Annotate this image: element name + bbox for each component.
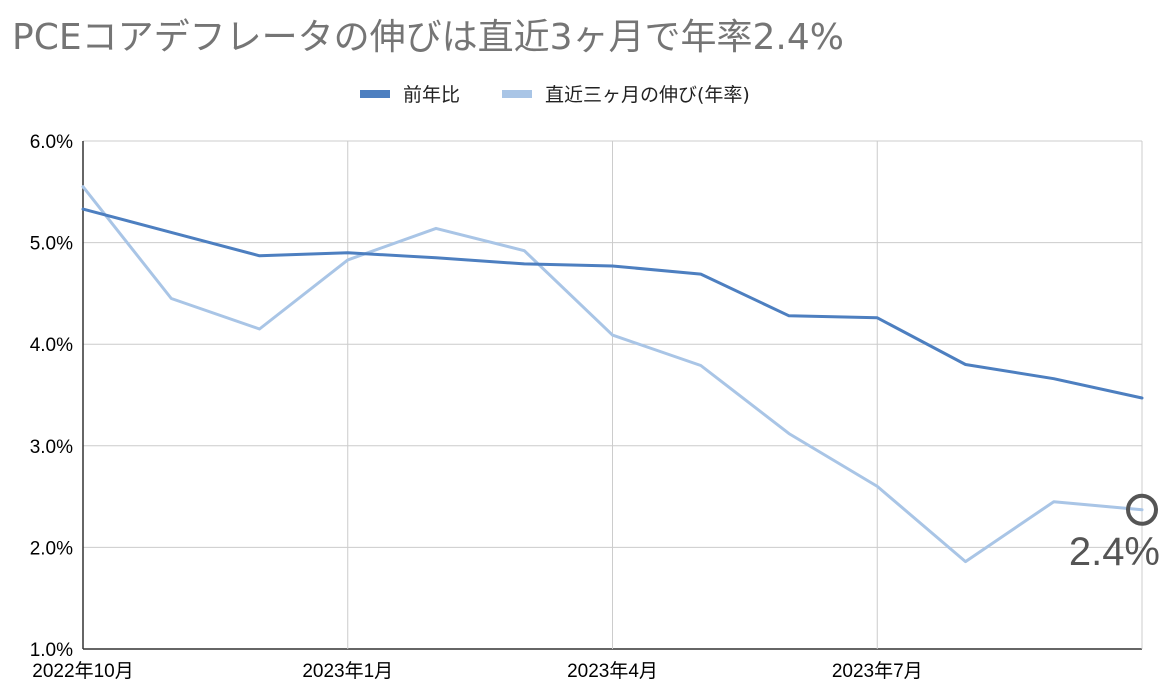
annotation: 2.4% <box>1069 493 1160 574</box>
x-axis-tick-labels: 2022年10月 2023年1月 2023年4月 2023年7月 <box>32 660 922 682</box>
annotation-circle <box>1126 493 1158 526</box>
legend-label: 前年比 <box>403 84 460 106</box>
series-line-yoy <box>81 207 1144 400</box>
annotation-label: 2.4% <box>1069 530 1160 574</box>
x-tick-label: 2022年10月 <box>32 660 133 682</box>
grid-lines <box>82 140 1143 650</box>
legend-swatch <box>502 90 532 98</box>
x-tick-label: 2023年4月 <box>567 660 658 682</box>
chart-title: PCEコアデフレータの伸びは直近3ヶ月で年率2.4% <box>12 17 844 58</box>
y-tick-label: 6.0% <box>30 132 73 153</box>
x-tick-label: 2023年7月 <box>832 660 923 682</box>
series-line-three-month-annualized <box>81 185 1144 564</box>
series-lines <box>81 185 1144 564</box>
y-tick-label: 2.0% <box>30 538 73 559</box>
y-tick-label: 3.0% <box>30 437 73 458</box>
legend: 前年比 直近三ヶ月の伸び(年率) <box>360 84 750 106</box>
legend-label: 直近三ヶ月の伸び(年率) <box>545 84 750 106</box>
y-axis-tick-labels: 1.0% 2.0% 3.0% 4.0% 5.0% 6.0% <box>30 132 73 661</box>
x-tick-label: 2023年1月 <box>302 660 393 682</box>
y-tick-label: 5.0% <box>30 234 73 255</box>
y-tick-label: 4.0% <box>30 335 73 356</box>
y-tick-label: 1.0% <box>30 640 73 661</box>
legend-swatch <box>360 90 390 98</box>
